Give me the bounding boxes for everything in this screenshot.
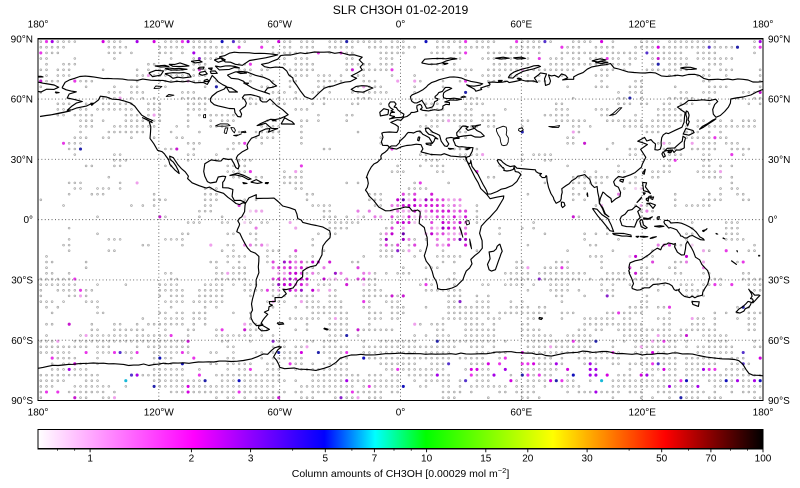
svg-text:60°N: 60°N: [11, 95, 33, 106]
svg-text:0°: 0°: [396, 408, 406, 419]
svg-text:SLR CH3OH 01-02-2019: SLR CH3OH 01-02-2019: [333, 3, 469, 17]
svg-text:60°W: 60°W: [267, 408, 292, 419]
svg-text:180°: 180°: [753, 408, 774, 419]
svg-text:30°S: 30°S: [11, 276, 33, 287]
svg-text:120°E: 120°E: [629, 408, 657, 419]
svg-text:90°S: 90°S: [768, 396, 790, 407]
svg-text:90°N: 90°N: [768, 34, 790, 45]
svg-text:Column amounts of CH3OH [0.000: Column amounts of CH3OH [0.00029 mol m−2…: [292, 466, 510, 480]
svg-text:30°N: 30°N: [11, 155, 33, 166]
svg-text:20: 20: [522, 454, 534, 465]
svg-text:0°: 0°: [23, 215, 33, 226]
svg-text:120°W: 120°W: [144, 408, 175, 419]
svg-text:0°: 0°: [396, 20, 406, 31]
svg-text:60°S: 60°S: [11, 336, 33, 347]
svg-text:2: 2: [189, 454, 195, 465]
svg-text:90°S: 90°S: [11, 396, 33, 407]
svg-text:50: 50: [656, 454, 668, 465]
svg-text:180°: 180°: [28, 20, 49, 31]
svg-text:60°W: 60°W: [267, 20, 292, 31]
svg-text:60°N: 60°N: [768, 95, 790, 106]
svg-text:180°: 180°: [753, 20, 774, 31]
svg-text:60°E: 60°E: [510, 408, 532, 419]
svg-text:180°: 180°: [28, 408, 49, 419]
svg-text:120°E: 120°E: [629, 20, 657, 31]
svg-text:1: 1: [87, 454, 93, 465]
svg-text:0°: 0°: [768, 215, 778, 226]
svg-text:60°E: 60°E: [510, 20, 532, 31]
svg-text:70: 70: [705, 454, 717, 465]
svg-text:30: 30: [582, 454, 594, 465]
svg-text:15: 15: [480, 454, 492, 465]
svg-text:120°W: 120°W: [144, 20, 175, 31]
svg-text:7: 7: [372, 454, 378, 465]
svg-text:30°N: 30°N: [768, 155, 790, 166]
svg-text:10: 10: [421, 454, 433, 465]
svg-text:60°S: 60°S: [768, 336, 790, 347]
svg-text:100: 100: [755, 454, 772, 465]
svg-text:30°S: 30°S: [768, 276, 790, 287]
svg-text:3: 3: [248, 454, 254, 465]
svg-text:5: 5: [323, 454, 329, 465]
svg-text:90°N: 90°N: [11, 34, 33, 45]
